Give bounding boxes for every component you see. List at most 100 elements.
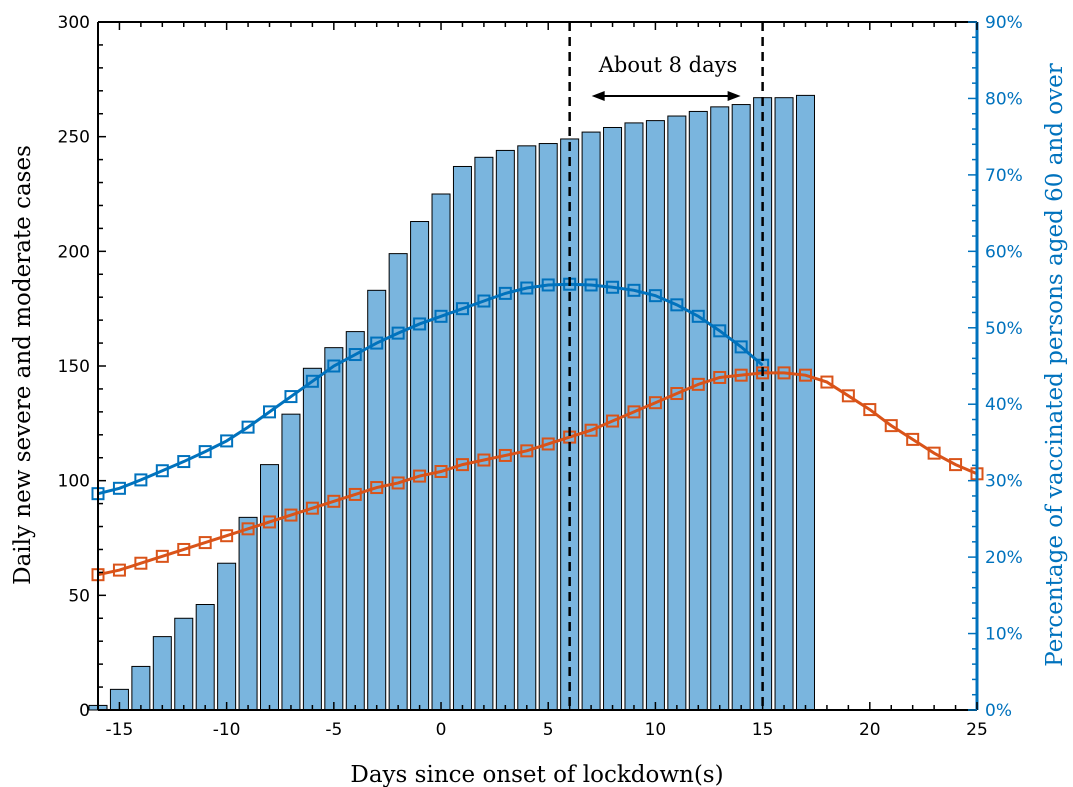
y-tick-label-left: 50 [68,586,90,606]
x-axis-label: Days since onset of lockdown(s) [350,762,723,787]
series-marker [541,437,555,451]
series-marker [584,423,598,437]
series-marker [241,420,255,434]
series-marker [713,370,727,384]
bar [474,156,494,711]
x-tick-label: 25 [966,720,988,740]
series-marker [348,487,362,501]
bar [731,104,751,711]
bar [324,347,344,711]
bar [195,604,215,711]
series-marker [391,326,405,340]
series-marker [112,481,126,495]
series-marker [241,522,255,536]
y-tick-label-right: 70% [985,166,1023,186]
axes: -15 -10 -5 0 5 10 15 20 250501001502002503000%10… [58,13,1023,740]
annotation-group [591,91,741,101]
series-marker [134,556,148,570]
series-marker [155,549,169,563]
series-marker [477,453,491,467]
series-marker [584,278,598,292]
series-marker [477,294,491,308]
series-marker [648,396,662,410]
series-line [97,371,978,577]
series-marker [498,448,512,462]
bar [431,193,451,711]
arrow-head-right [727,91,741,101]
series-marker [670,298,684,312]
series-marker [541,278,555,292]
series-marker [606,280,620,294]
series-marker [691,309,705,323]
bar [667,115,687,711]
y-tick-label-right: 60% [985,242,1023,262]
series-marker [370,336,384,350]
bar [281,413,301,711]
series-marker [284,508,298,522]
x-tick-label: 20 [859,720,881,740]
series-marker [906,432,920,446]
series-marker [863,403,877,417]
bar [260,464,280,711]
x-tick-label: 15 [752,720,774,740]
bar [217,562,237,711]
series-marker [155,464,169,478]
series-marker [434,309,448,323]
series-marker [820,375,834,389]
series-marker [734,340,748,354]
bar [174,617,194,711]
x-tick-label: 5 [543,720,554,740]
series-marker [198,445,212,459]
bar [688,110,708,711]
y-axis-label-right: Percentage of vaccinated persons aged 60… [1042,63,1068,666]
y-tick-label-right: 80% [985,89,1023,109]
series-marker [520,444,534,458]
series-marker [884,419,898,433]
y-axis-label-left: Daily new severe and moderate cases [10,145,36,585]
series-marker [327,494,341,508]
series-marker [305,501,319,515]
x-tick-label: -10 [213,720,241,740]
y-tick-label-left: 100 [58,472,90,492]
series-marker [455,302,469,316]
y-tick-label-left: 300 [58,13,90,33]
bar [345,331,365,711]
y-tick-label-left: 250 [58,128,90,148]
series-marker [327,359,341,373]
series-marker [112,563,126,577]
series-marker [198,536,212,550]
y-tick-label-left: 200 [58,242,90,262]
series-marker [777,366,791,380]
series-marker [177,455,191,469]
annotation-text: About 8 days [598,53,738,77]
arrow-head-left [591,91,605,101]
y-tick-label-right: 0% [985,701,1012,721]
series-marker [520,281,534,295]
series-marker [949,458,963,472]
bar [774,97,794,711]
series-marker [627,405,641,419]
x-tick-label: 10 [645,720,667,740]
series-marker [263,515,277,529]
bar [302,367,322,711]
series-marker [391,476,405,490]
x-tick-label: -5 [325,720,342,740]
vertical-lines [568,22,764,710]
series-marker [348,348,362,362]
y-tick-label-right: 30% [985,472,1023,492]
series-marker [370,481,384,495]
y-tick-label-right: 10% [985,625,1023,645]
series-marker [220,529,234,543]
series-marker [606,414,620,428]
bar [795,94,815,711]
series-marker [498,286,512,300]
bar [131,665,151,711]
bar [238,516,258,711]
x-tick-label: 0 [436,720,447,740]
series-marker [220,434,234,448]
series-marker [284,390,298,404]
series-line [97,282,764,496]
series-marker [734,368,748,382]
y-tick-label-right: 90% [985,13,1023,33]
